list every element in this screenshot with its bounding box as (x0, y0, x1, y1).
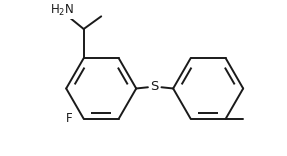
Text: S: S (150, 80, 159, 93)
Text: F: F (66, 112, 72, 125)
Text: H$_2$N: H$_2$N (50, 3, 74, 18)
